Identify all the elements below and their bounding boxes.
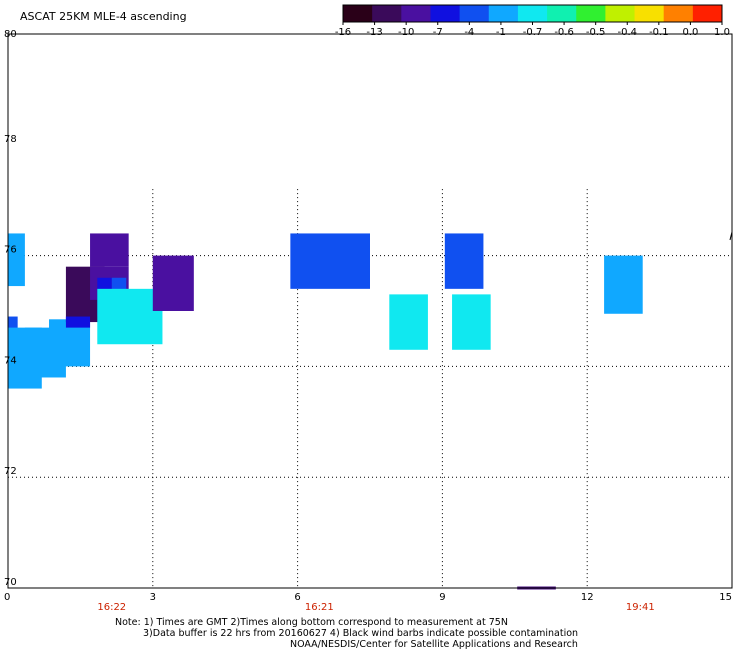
colorbar [342, 4, 723, 23]
y-tick-label-4: 72 [4, 466, 17, 477]
data-cell-8 [65, 316, 91, 328]
time-labels: 16:22 16:21 19:41 [97, 602, 654, 613]
colorbar-label-12: 1.0 [714, 27, 730, 38]
y-tick-label-5: 70 [4, 577, 17, 588]
data-cell-0 [8, 233, 25, 287]
x-tick-label-5: 15 [719, 592, 732, 603]
colorbar-label-8: -0.5 [586, 27, 606, 38]
colorbar-label-5: -1 [496, 27, 506, 38]
colorbar-label-3: -7 [433, 27, 443, 38]
colorbar-segment-11 [663, 5, 694, 22]
x-tick-label-3: 9 [439, 592, 445, 603]
colorbar-label-1: -13 [366, 27, 382, 38]
plot-frame [7, 33, 733, 589]
y-tick-label-1: 78 [4, 134, 17, 145]
colorbar-labels: -16 -13 -10 -7 -4 -1 -0.7 -0.6 -0.5 -0.4 -0.1 0.0 1.… [335, 22, 730, 38]
y-tick-labels: 80 78 76 74 72 70 [4, 29, 17, 588]
colorbar-segment-12 [692, 5, 723, 22]
data-cell-6 [90, 233, 129, 267]
colorbar-label-10: -0.1 [649, 27, 669, 38]
colorbar-segment-6 [517, 5, 548, 22]
chart-title: ASCAT 25KM MLE-4 ascending [20, 10, 187, 23]
colorbar-segment-5 [488, 5, 519, 22]
data-cell-16 [452, 294, 491, 350]
colorbar-label-0: -16 [335, 27, 351, 38]
data-cell-11 [97, 288, 163, 345]
x-tick-label-2: 6 [294, 592, 300, 603]
colorbar-segment-9 [605, 5, 636, 22]
y-tick-label-3: 74 [4, 355, 17, 366]
colorbar-label-2: -10 [398, 27, 414, 38]
colorbar-segment-0 [343, 5, 373, 22]
colorbar-segment-8 [576, 5, 606, 22]
colorbar-label-11: 0.0 [682, 27, 698, 38]
colorbar-segment-1 [372, 5, 402, 22]
note-line-3: NOAA/NESDIS/Center for Satellite Applica… [290, 639, 578, 650]
colorbar-label-7: -0.6 [554, 27, 574, 38]
time-label-2: 19:41 [626, 602, 655, 613]
data-cell-17 [604, 255, 643, 314]
time-label-1: 16:21 [305, 602, 334, 613]
data-cell-14 [389, 294, 428, 350]
data-cell-13 [290, 233, 370, 289]
colorbar-label-6: -0.7 [523, 27, 543, 38]
x-tick-label-0: 0 [4, 592, 10, 603]
time-label-0: 16:22 [97, 602, 126, 613]
y-tick-label-2: 76 [4, 245, 17, 256]
x-tick-labels: 0 3 6 9 12 15 [4, 592, 732, 603]
y-tick-label-0: 80 [4, 29, 17, 40]
colorbar-segment-7 [547, 5, 577, 22]
colorbar-segment-10 [634, 5, 665, 22]
x-tick-label-1: 3 [150, 592, 156, 603]
colorbar-segment-2 [401, 5, 431, 22]
colorbar-label-9: -0.4 [617, 27, 637, 38]
colorbar-label-4: -4 [464, 27, 474, 38]
note-line-1: Note: 1) Times are GMT 2)Times along bot… [115, 617, 508, 628]
tick-mark-right [729, 231, 733, 241]
data-cell-15 [444, 233, 484, 289]
note-line-2: 3)Data buffer is 22 hrs from 20160627 4)… [143, 628, 578, 639]
colorbar-segment-4 [459, 5, 490, 22]
x-tick-label-4: 12 [581, 592, 594, 603]
colorbar-segment-3 [430, 5, 461, 22]
data-cell-12 [152, 255, 194, 311]
data-cells [8, 233, 643, 389]
